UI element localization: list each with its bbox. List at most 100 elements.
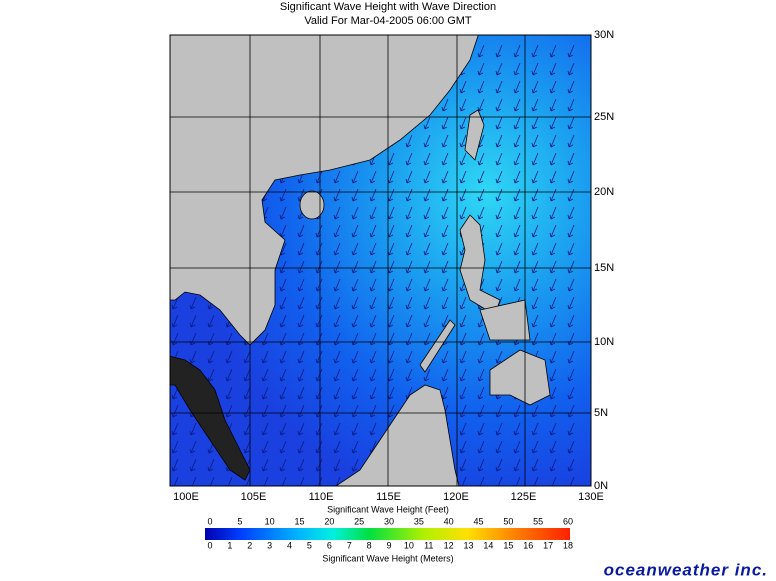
meters-label: 15 <box>503 540 513 550</box>
wave-arrow <box>567 242 575 256</box>
wave-arrow <box>495 134 503 148</box>
wave-arrow <box>369 314 377 328</box>
wave-arrow <box>549 80 557 94</box>
wave-arrow <box>279 296 287 310</box>
wave-arrow <box>549 368 557 382</box>
wave-arrow <box>495 242 503 256</box>
wave-arrow <box>567 134 575 148</box>
wave-arrow <box>477 98 485 112</box>
wave-arrow <box>333 206 341 220</box>
wave-arrow <box>549 224 557 238</box>
wave-arrow <box>513 98 521 112</box>
wave-arrow <box>207 350 215 364</box>
wave-arrow <box>567 170 575 184</box>
wave-arrow <box>333 314 341 328</box>
wave-arrow <box>207 458 215 472</box>
wave-arrow <box>243 386 251 400</box>
wave-arrow <box>369 350 377 364</box>
wave-arrow <box>513 152 521 166</box>
wave-arrow <box>207 368 215 382</box>
wave-arrow <box>513 422 521 436</box>
wave-arrow <box>495 458 503 472</box>
lon-label: 130E <box>578 491 604 503</box>
wave-arrow <box>567 206 575 220</box>
meters-label: 0 <box>207 540 212 550</box>
wave-arrow <box>567 44 575 58</box>
wave-arrow <box>279 386 287 400</box>
wave-arrow <box>459 404 467 418</box>
wave-arrow <box>495 440 503 454</box>
wave-arrow <box>495 80 503 94</box>
wave-arrow <box>225 386 233 400</box>
feet-label: 30 <box>384 516 394 526</box>
wave-arrow <box>567 350 575 364</box>
wave-arrow <box>351 296 359 310</box>
wave-arrow <box>351 224 359 238</box>
wave-arrow <box>279 422 287 436</box>
wave-arrow <box>567 260 575 274</box>
wave-arrow <box>567 188 575 202</box>
wave-arrow <box>567 80 575 94</box>
wave-arrow <box>495 422 503 436</box>
wave-arrow <box>351 314 359 328</box>
subtitle: Valid For Mar-04-2005 06:00 GMT <box>304 15 472 27</box>
wave-arrow <box>369 296 377 310</box>
wave-arrow <box>423 260 431 274</box>
feet-label: 0 <box>207 516 212 526</box>
wave-arrow <box>513 188 521 202</box>
wave-arrow <box>171 404 179 418</box>
wave-arrow <box>459 350 467 364</box>
wave-arrow <box>351 350 359 364</box>
wave-arrow <box>459 314 467 328</box>
feet-label: 55 <box>533 516 543 526</box>
wave-arrow <box>513 404 521 418</box>
wave-arrow <box>297 386 305 400</box>
wave-arrow <box>477 422 485 436</box>
wave-arrow <box>333 170 341 184</box>
wave-arrow <box>567 278 575 292</box>
wave-arrow <box>441 278 449 292</box>
wave-arrow <box>549 116 557 130</box>
wave-arrow <box>459 386 467 400</box>
wave-arrow <box>549 98 557 112</box>
wave-arrow <box>513 80 521 94</box>
wave-arrow <box>369 170 377 184</box>
lat-label: 25N <box>594 111 614 123</box>
wave-arrow <box>423 278 431 292</box>
graticule <box>170 35 591 486</box>
wave-arrow <box>531 224 539 238</box>
wave-arrow <box>513 458 521 472</box>
meters-label: 4 <box>287 540 292 550</box>
wave-arrow <box>495 98 503 112</box>
lon-label: 125E <box>511 491 537 503</box>
wave-arrow <box>279 350 287 364</box>
wave-arrow <box>531 296 539 310</box>
wave-arrow <box>351 170 359 184</box>
wave-arrow <box>459 188 467 202</box>
wave-arrow <box>405 278 413 292</box>
meters-label: 13 <box>464 540 474 550</box>
wave-arrow <box>423 242 431 256</box>
wave-arrow <box>171 296 179 310</box>
land <box>170 35 551 486</box>
wave-arrow <box>207 314 215 328</box>
wave-arrow <box>333 386 341 400</box>
wave-arrow <box>423 116 431 130</box>
feet-label: 35 <box>414 516 424 526</box>
wave-arrow <box>477 386 485 400</box>
wave-arrow <box>405 188 413 202</box>
wave-arrow <box>477 206 485 220</box>
meters-label: 12 <box>444 540 454 550</box>
wave-arrow <box>531 458 539 472</box>
wave-arrow <box>549 134 557 148</box>
wave-arrow <box>531 170 539 184</box>
wave-arrow <box>531 98 539 112</box>
wave-arrow <box>567 368 575 382</box>
wave-arrow <box>189 350 197 364</box>
meters-label: 17 <box>543 540 553 550</box>
wave-arrow <box>297 368 305 382</box>
wave-arrow <box>549 62 557 76</box>
wave-arrow <box>495 350 503 364</box>
wave-arrow <box>495 152 503 166</box>
wave-arrow <box>567 296 575 310</box>
